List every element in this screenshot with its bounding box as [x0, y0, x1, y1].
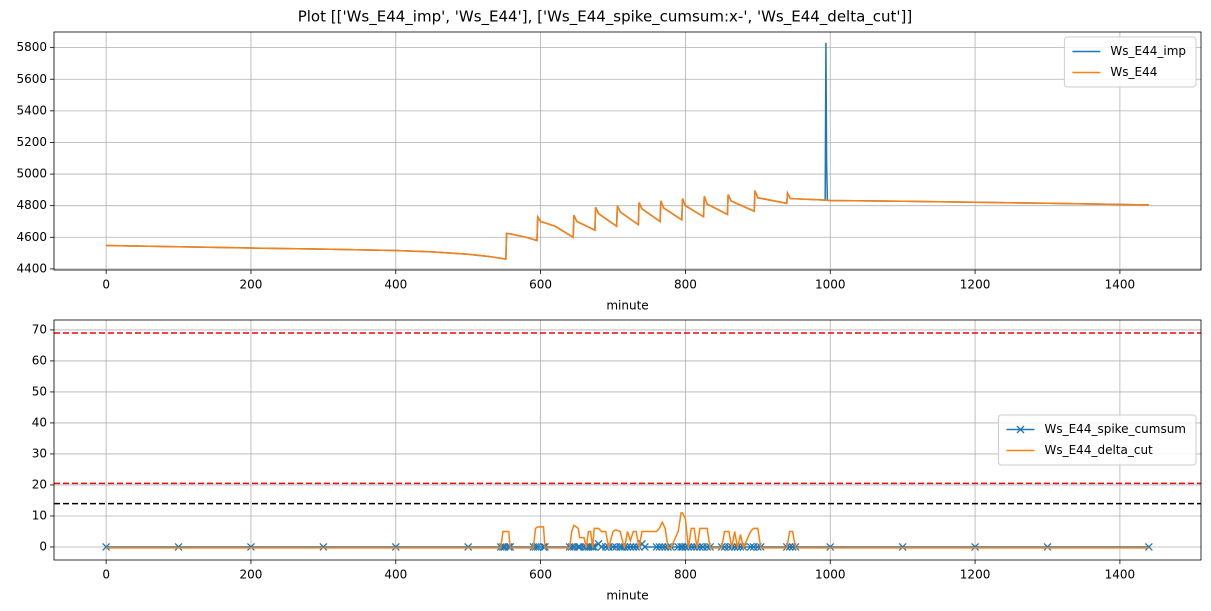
data-marker — [971, 543, 980, 551]
x-tick-label: 800 — [674, 568, 697, 582]
x-tick-label: 200 — [240, 568, 263, 582]
data-marker — [898, 543, 907, 551]
data-marker — [533, 543, 542, 551]
x-tick-label: 0 — [102, 278, 110, 292]
data-marker — [174, 543, 183, 551]
y-tick-label: 4800 — [16, 198, 47, 212]
x-tick-label: 1000 — [815, 278, 846, 292]
y-tick-label: 30 — [32, 446, 47, 460]
legend-marker — [1016, 425, 1025, 434]
y-tick-label: 40 — [32, 415, 47, 429]
y-tick-label: 20 — [32, 477, 47, 491]
x-tick-label: 600 — [529, 278, 552, 292]
x-tick-label: 400 — [384, 568, 407, 582]
y-tick-label: 5800 — [16, 40, 47, 54]
data-marker — [746, 543, 755, 551]
data-marker — [626, 543, 635, 551]
data-marker — [574, 543, 583, 551]
x-axis-label: minute — [606, 299, 648, 313]
data-marker — [319, 543, 328, 551]
legend-label: Ws_E44_spike_cumsum — [1044, 422, 1186, 436]
y-tick-label: 4400 — [16, 261, 47, 275]
x-tick-label: 0 — [102, 568, 110, 582]
data-marker — [655, 543, 664, 551]
data-line — [106, 512, 1149, 551]
x-tick-label: 1000 — [815, 568, 846, 582]
data-marker — [247, 543, 255, 551]
y-tick-label: 70 — [32, 322, 47, 336]
plot-area — [106, 42, 1149, 260]
x-tick-label: 1400 — [1105, 278, 1136, 292]
legend: Ws_E44_imp Ws_E44 — [1063, 36, 1197, 88]
y-tick-label: 5400 — [16, 103, 47, 117]
x-tick-label: 200 — [240, 278, 263, 292]
plot-area — [54, 332, 1201, 551]
data-marker — [826, 543, 835, 551]
y-tick-label: 5200 — [16, 135, 47, 149]
data-marker — [652, 543, 661, 551]
y-tick-label: 4600 — [16, 230, 47, 244]
x-tick-label: 1200 — [960, 568, 991, 582]
axes-frame — [53, 31, 1202, 271]
y-tick-label: 60 — [32, 353, 47, 367]
legend-label: Ws_E44 — [1110, 65, 1157, 79]
data-marker — [640, 543, 649, 551]
data-marker — [629, 543, 638, 551]
legend-frame — [1063, 36, 1197, 88]
legend-label: Ws_E44_imp — [1110, 44, 1186, 58]
legend-label: Ws_E44_delta_cut — [1044, 443, 1153, 457]
data-marker — [678, 543, 687, 551]
data-marker — [539, 543, 548, 551]
y-tick-label: 0 — [39, 539, 47, 553]
data-marker — [102, 543, 111, 551]
data-marker — [464, 543, 473, 551]
data-marker — [1043, 543, 1052, 551]
y-tick-label: 10 — [32, 508, 47, 522]
y-tick-label: 5600 — [16, 72, 47, 86]
x-axis-label: minute — [606, 589, 648, 603]
x-tick-label: 600 — [529, 568, 552, 582]
axes-frame — [53, 319, 1202, 561]
x-tick-label: 1200 — [960, 278, 991, 292]
legend-frame — [997, 414, 1197, 466]
data-marker — [504, 543, 513, 551]
figure-title: Plot [['Ws_E44_imp', 'Ws_E44'], ['Ws_E44… — [298, 8, 913, 27]
data-line — [106, 42, 1149, 260]
x-tick-label: 800 — [674, 278, 697, 292]
data-line — [106, 190, 1149, 260]
data-marker — [391, 543, 400, 551]
legend: Ws_E44_spike_cumsum Ws_E44_delta_cut — [997, 414, 1197, 466]
data-marker — [1144, 543, 1153, 551]
data-marker — [658, 543, 667, 551]
x-tick-label: 1400 — [1105, 568, 1136, 582]
y-tick-label: 50 — [32, 384, 47, 398]
y-tick-label: 5000 — [16, 167, 47, 181]
data-marker — [609, 543, 617, 551]
x-tick-label: 400 — [384, 278, 407, 292]
